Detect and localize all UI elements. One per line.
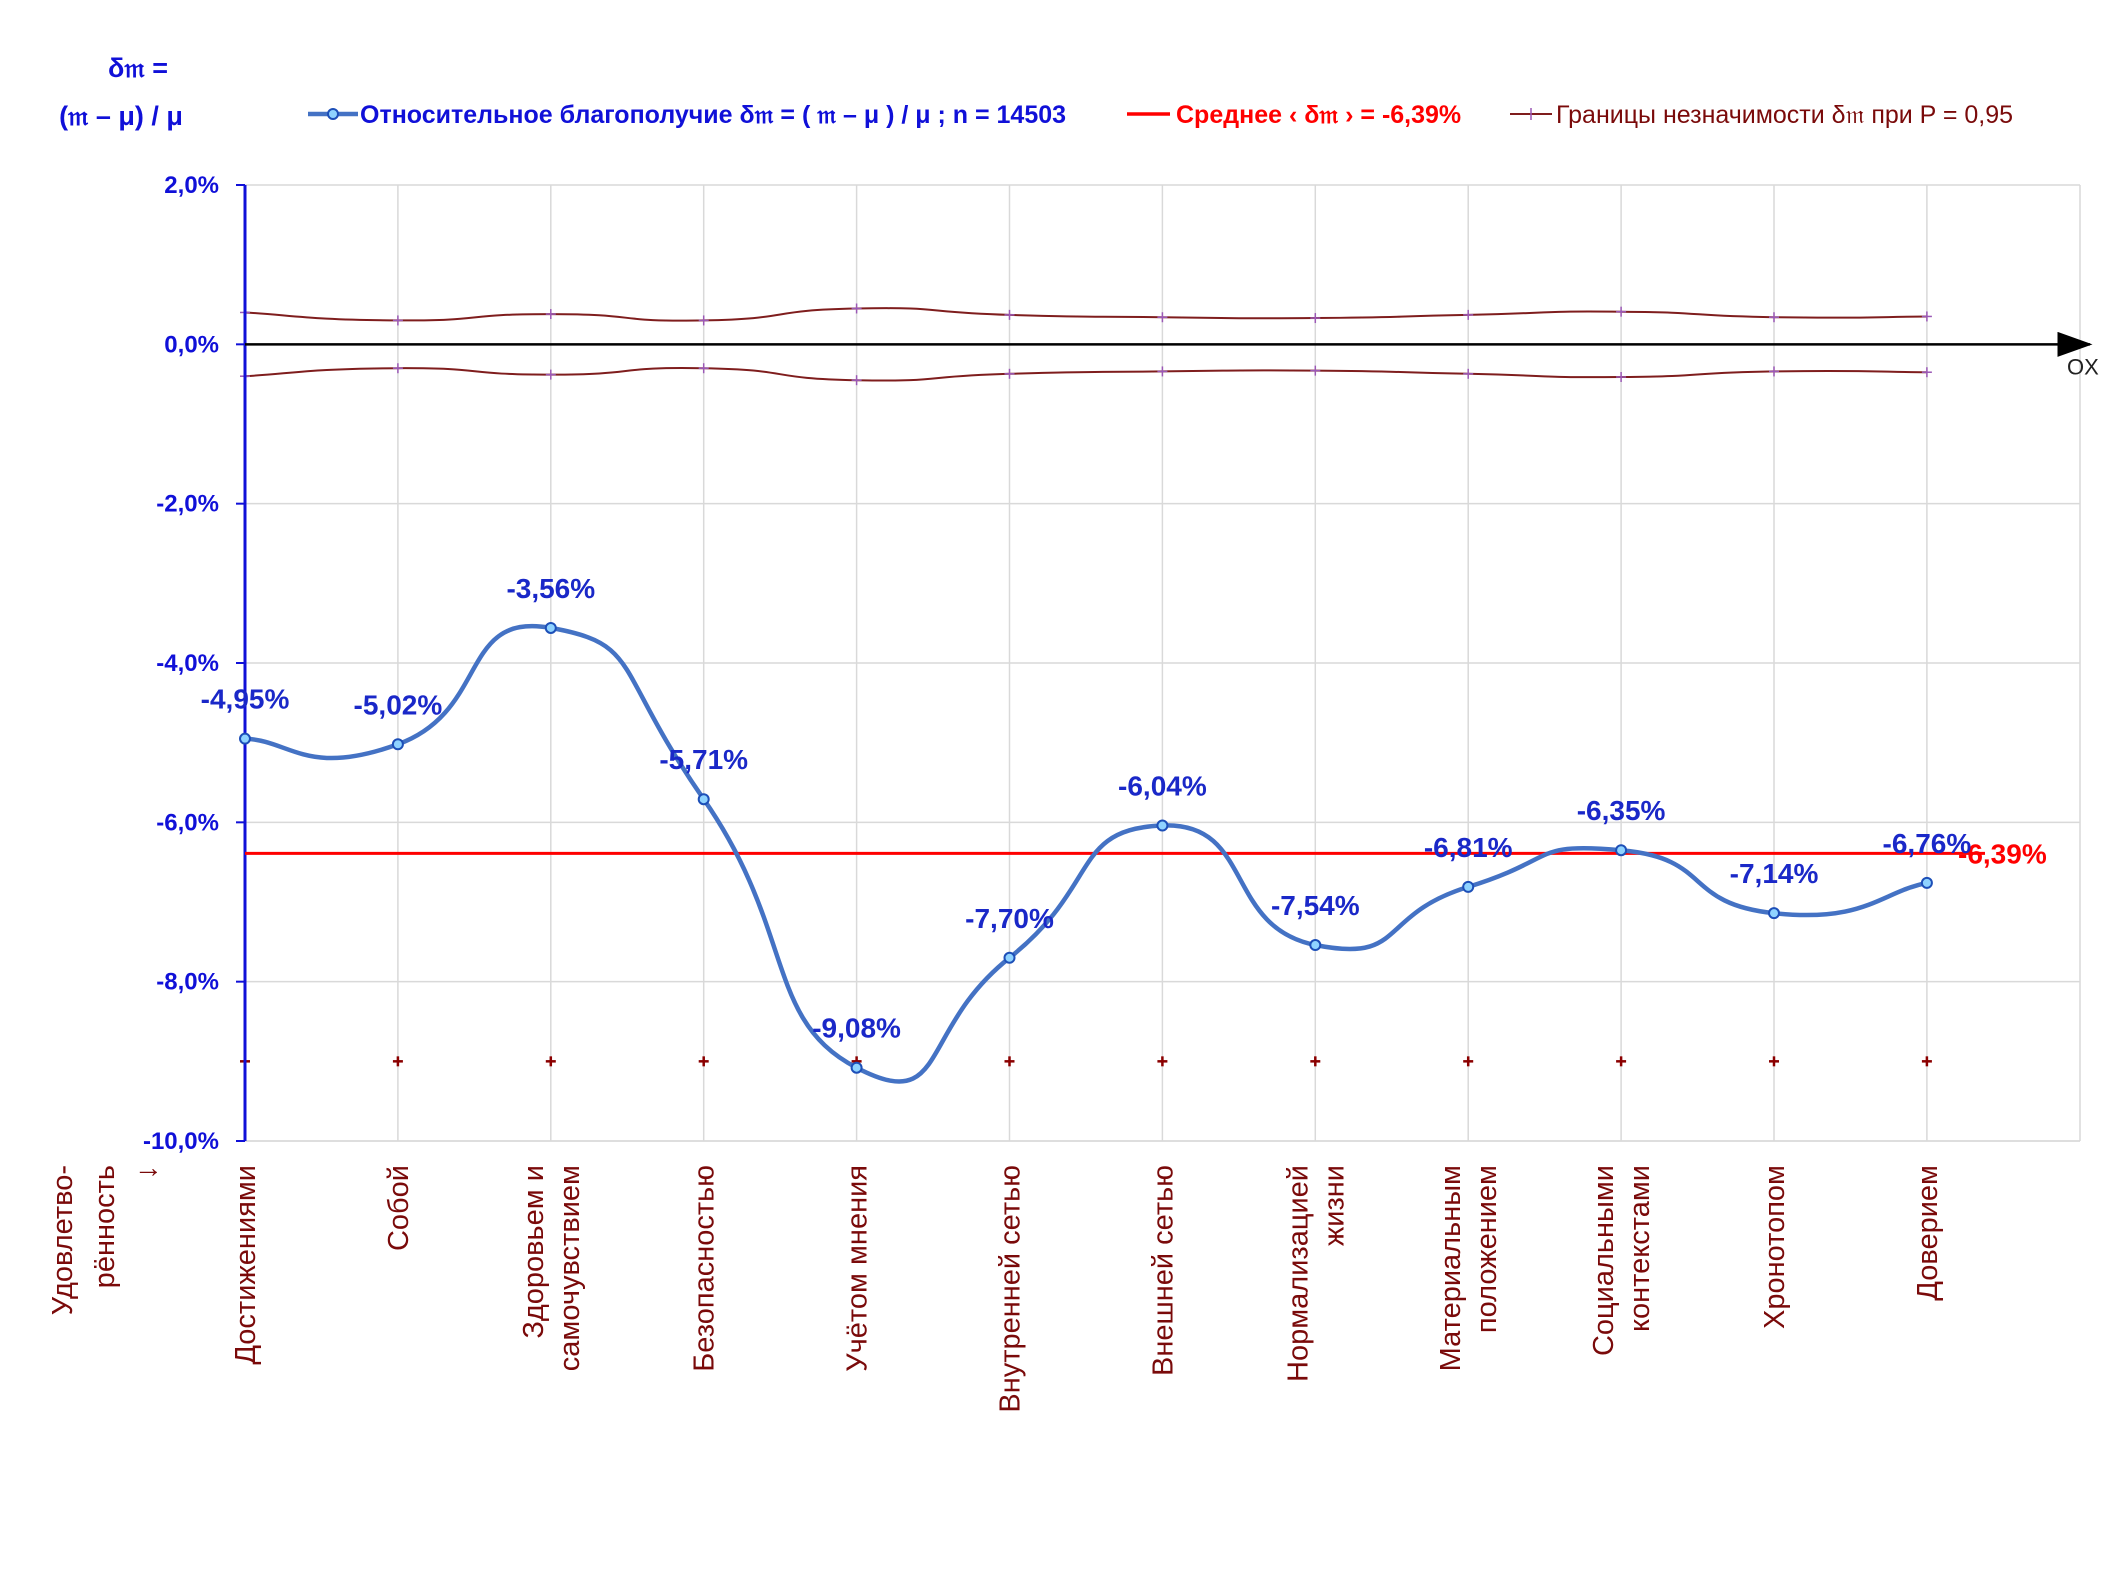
category-label-line: Учётом мнения xyxy=(842,1165,874,1372)
y-axis-title-line: δ𝔪 = xyxy=(108,53,168,83)
data-labels: -4,95% -5,02% -3,56% -5,71% -9,08% -7,70% -6,0… xyxy=(201,573,1972,1044)
legend-label-main: Относительное благополучие δ𝔪 = ( 𝔪 – μ … xyxy=(360,101,1066,129)
legend: δ𝔪 = (𝔪 – μ) / μ Относительное благополучи… xyxy=(59,53,2013,131)
gridlines xyxy=(245,184,2081,1142)
data-label: -4,95% xyxy=(201,684,290,715)
axes: OX xyxy=(236,184,2099,1142)
data-point xyxy=(1003,951,1016,964)
category-label: Безопасностью xyxy=(689,1165,721,1372)
y-tick-labels: 2,0% 0,0% -2,0% -4,0% -6,0% -8,0% -10,0% xyxy=(143,172,219,1155)
category-label-line: Нормализацией xyxy=(1282,1165,1314,1382)
category-label-line: Здоровьем и xyxy=(518,1165,550,1339)
main-series xyxy=(239,621,1933,1084)
category-label: Учётом мнения xyxy=(842,1165,874,1372)
category-label-line: Хронотопом xyxy=(1759,1165,1791,1329)
category-label-line: Материальным xyxy=(1435,1165,1467,1371)
legend-label-mean: Среднее ‹ δ𝔪 › = -6,39% xyxy=(1176,101,1461,129)
x-axis-end-label: OX xyxy=(2067,354,2099,379)
row-label-line: Удовлетво- xyxy=(47,1165,79,1315)
category-label-line: жизни xyxy=(1318,1165,1350,1246)
data-label: -6,76% xyxy=(1883,828,1972,859)
legend-swatch-main-marker xyxy=(327,108,339,120)
data-label: -3,56% xyxy=(506,573,595,604)
upper-bound-line xyxy=(244,307,1927,322)
y-tick-label: -10,0% xyxy=(143,1128,219,1155)
y-tick-label: -6,0% xyxy=(156,809,219,836)
category-label-line: контекстами xyxy=(1624,1165,1656,1332)
data-point xyxy=(850,1061,863,1074)
lower-bound-line xyxy=(244,367,1927,382)
data-label: -7,14% xyxy=(1730,858,1819,889)
row-label: Удовлетво-рённость ↓ xyxy=(47,1165,163,1315)
data-point xyxy=(1462,880,1475,893)
data-point xyxy=(1615,844,1628,857)
mean-label: -6,39% xyxy=(1958,838,2047,869)
mean-line-group: -6,39% xyxy=(245,838,2047,869)
category-label: Нормализацией жизни xyxy=(1282,1165,1350,1382)
y-tick-label: 0,0% xyxy=(164,331,219,358)
y-tick-label: 2,0% xyxy=(164,172,219,199)
data-point xyxy=(239,732,251,745)
row-label-line: рённость xyxy=(89,1165,121,1288)
category-label-line: Безопасностью xyxy=(689,1165,721,1372)
data-point xyxy=(1768,907,1780,920)
significance-bounds xyxy=(240,303,1932,1067)
category-label: Доверием xyxy=(1912,1165,1944,1301)
category-labels: Достижениями Собой Здоровьем и самочувствие… xyxy=(47,1165,1944,1413)
category-label-line: Внутренней сетью xyxy=(995,1165,1027,1413)
category-label: Достижениями xyxy=(230,1165,262,1365)
data-label: -7,54% xyxy=(1271,890,1360,921)
y-tick-label: -8,0% xyxy=(156,969,219,996)
data-label: -6,81% xyxy=(1424,832,1513,863)
data-point xyxy=(697,793,710,806)
category-label-line: Собой xyxy=(383,1165,415,1251)
category-label-line: положением xyxy=(1471,1165,1503,1333)
y-axis-title-line: (𝔪 – μ) / μ xyxy=(59,101,183,131)
data-point xyxy=(1309,939,1322,952)
category-label: Хронотопом xyxy=(1759,1165,1791,1329)
category-label: Здоровьем и самочувствием xyxy=(518,1165,586,1371)
data-label: -9,08% xyxy=(812,1013,901,1044)
data-point xyxy=(1156,819,1169,832)
data-point xyxy=(391,738,404,751)
data-label: -5,02% xyxy=(354,689,443,720)
category-label-line: Социальными xyxy=(1588,1165,1620,1356)
y-tick-label: -2,0% xyxy=(156,491,219,518)
data-label: -6,35% xyxy=(1577,795,1666,826)
category-label: Материальным положением xyxy=(1435,1165,1503,1371)
category-label-line: самочувствием xyxy=(554,1165,586,1371)
data-point xyxy=(544,621,557,634)
category-label-line: Доверием xyxy=(1912,1165,1944,1301)
data-label: -7,70% xyxy=(965,903,1054,934)
category-label: Собой xyxy=(383,1165,415,1251)
category-label-line: Внешней сетью xyxy=(1147,1165,1179,1376)
legend-label-bounds: Границы незначимости δ𝔪 при P = 0,95 xyxy=(1556,101,2013,129)
category-label: Социальными контекстами xyxy=(1588,1165,1656,1356)
y-tick-label: -4,0% xyxy=(156,650,219,677)
row-label-line: ↓ xyxy=(131,1165,163,1180)
data-label: -5,71% xyxy=(659,744,748,775)
category-label: Внутренней сетью xyxy=(995,1165,1027,1413)
data-point xyxy=(1920,876,1933,889)
category-label: Внешней сетью xyxy=(1147,1165,1179,1376)
data-label: -6,04% xyxy=(1118,771,1207,802)
category-label-line: Достижениями xyxy=(230,1165,262,1365)
